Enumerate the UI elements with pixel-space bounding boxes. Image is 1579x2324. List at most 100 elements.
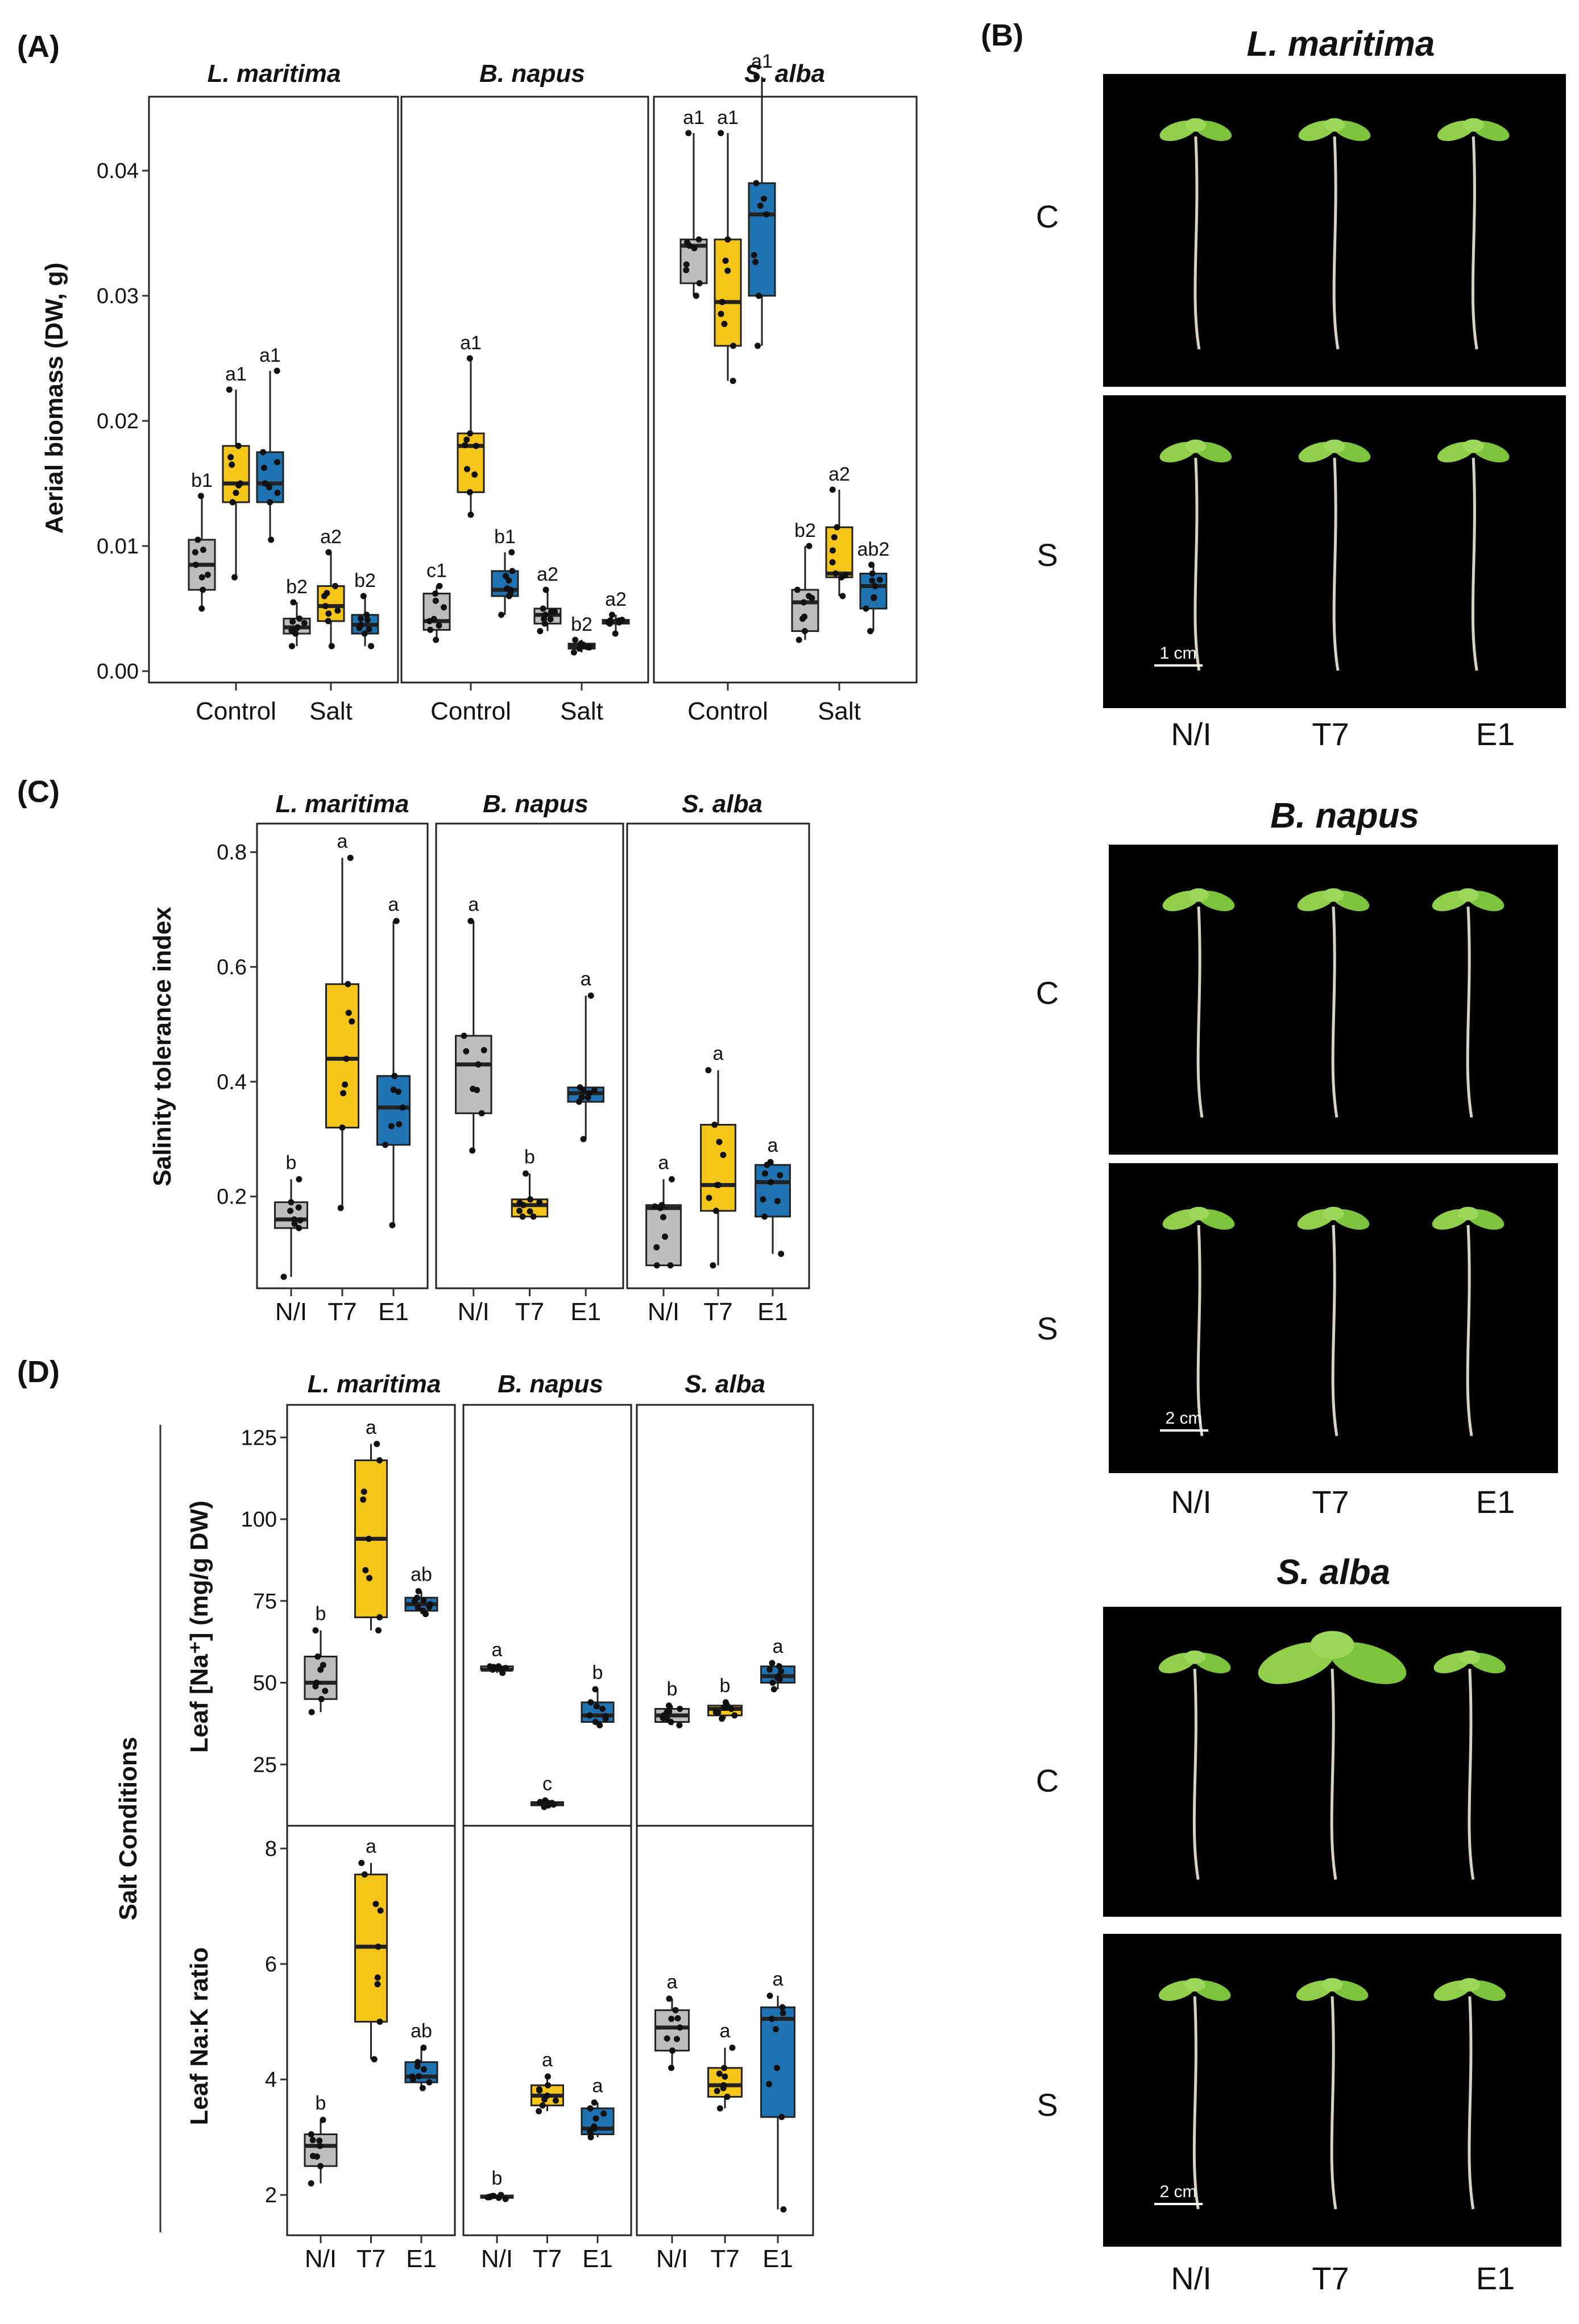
panel-a-box-1-5-sig-label: a2 — [605, 589, 627, 610]
panel-d-bottom-box-0-2-point — [414, 2063, 421, 2070]
panel-a-box-0-3-point — [293, 626, 300, 632]
scale-bar-label: 2 cm — [1159, 2182, 1196, 2201]
panel-a-box-2-1-point — [721, 321, 728, 327]
panel-a-ytick-label: 0.00 — [97, 660, 139, 684]
panel-a-box-0-5-point — [356, 625, 363, 631]
panel-a-box-2-2-point — [757, 202, 764, 209]
panel-c-box-1-2-point — [580, 1087, 587, 1094]
panel-a-box-2-3-point — [806, 543, 813, 549]
panel-d-bottom-box-1-0-point — [498, 2191, 504, 2198]
panel-a-box-0-5-point — [364, 617, 371, 623]
panel-a-box-2-2-point — [760, 196, 767, 202]
panel-d-bottom-box-0-1-sig-label: a — [366, 1835, 376, 1857]
panel-d-top-box-0-1-point — [366, 1536, 372, 1542]
panel-b-row-label: S — [1037, 2087, 1058, 2123]
seedling-root — [1471, 136, 1478, 350]
panel-c-xtick-label: T7 — [703, 1298, 732, 1326]
panel-a-box-1-1-point — [467, 430, 474, 437]
panel-a-box-0-0-point — [197, 493, 204, 499]
panel-b-col-label: T7 — [1312, 1484, 1349, 1520]
panel-d-top-box-1-2-point — [599, 1706, 606, 1712]
panel-a-facet-frame — [653, 96, 918, 684]
panel-a-ytick-label: 0.02 — [97, 410, 139, 433]
panel-a-ytick-label: 0.01 — [97, 535, 139, 559]
panel-c-box-0-0-point — [297, 1217, 304, 1224]
panel-d-top-box-1-2-point — [587, 1699, 594, 1706]
panel-d-top-box-0-0-point — [318, 1696, 325, 1702]
seedling-leaf — [1457, 1206, 1479, 1221]
panel-d-bottom-xtick-label: E1 — [762, 2245, 793, 2273]
seedling-leaf — [1323, 888, 1344, 902]
panel-b-photo-1-1: 2 cm — [1109, 1163, 1558, 1473]
panel-d-top-box-2-2-point — [769, 1680, 776, 1686]
panel-c-box-0-0-sig-label: b — [286, 1152, 297, 1173]
panel-a-box-2-3-point — [801, 599, 807, 606]
panel-a-box-0-2-point — [274, 459, 281, 466]
panel-d-top-box-1-0-sig-label: a — [492, 1639, 503, 1661]
panel-d-top-box-0-2-point — [426, 1603, 433, 1610]
panel-c-box-0-1-box — [325, 983, 359, 1129]
panel-c-box-2-1-point — [706, 1194, 712, 1201]
panel-a-x-salt-3: Salt — [818, 697, 861, 725]
panel-a-box-2-0-point — [693, 292, 699, 299]
panel-c-box-1-1-point — [516, 1208, 523, 1214]
panel-a-box-2-0-point — [691, 245, 698, 251]
panel-d-bottom-box-1-1-point — [536, 2108, 542, 2115]
panel-a-box-1-3-point — [547, 616, 554, 623]
panel-d-bottom-box-2-1-point — [714, 2087, 720, 2094]
panel-a-box-0-2-point — [261, 465, 268, 471]
panel-d-bottom-box-0-1-point — [377, 1907, 384, 1914]
panel-a-box-0-4-point — [328, 643, 335, 650]
panel-d-bottom-box-2-1-point — [724, 2094, 731, 2100]
panel-d-top-box-2-1-point — [722, 1699, 729, 1706]
panel-c-box-1-0-point — [469, 1147, 476, 1154]
panel-d-bottom-ytick-label: 4 — [265, 2068, 277, 2092]
seedling-root — [1331, 1225, 1338, 1437]
panel-b-row-label: C — [1036, 975, 1059, 1011]
panel-d-bottom-xtick-label: N/I — [656, 2245, 688, 2273]
panel-a-box-0-5-point — [366, 626, 372, 632]
panel-d-bottom-box-0-2-point — [409, 2076, 416, 2083]
panel-d-bottom-box-1-2-point — [587, 2128, 594, 2135]
panel-d-top-box-0-2-point — [420, 1597, 427, 1604]
panel-d-bottom-box-1-2-point — [587, 2105, 594, 2112]
panel-a-ylabel: Aerial biomass (DW, g) — [40, 263, 68, 534]
panel-d-top-box-2-0-point — [666, 1702, 673, 1709]
panel-a-box-0-0-point — [198, 574, 205, 581]
panel-a-box-2-3-point — [801, 628, 808, 635]
panel-a-box-1-1-point — [463, 466, 470, 473]
panel-a-box-0-3-point — [301, 619, 308, 626]
panel-d-bottom-box-1-1-point — [544, 2073, 551, 2080]
panel-d-bottom-box-2-2-point — [768, 2015, 775, 2022]
panel-d-bottom-box-0-1-point — [372, 1900, 379, 1907]
seedling-root — [1196, 1225, 1204, 1437]
panel-d-bottom-plot: b a ab N/I T7 E1 b a a N/I T7 E1 a a a N/I T7 E1 2 4 6 8 — [265, 1825, 814, 2273]
panel-d-bottom-box-0-2-point — [420, 2044, 427, 2051]
panel-a-box-0-0-point — [192, 561, 199, 568]
panel-c-box-2-0-sig-label: a — [658, 1152, 669, 1173]
panel-c-box-2-2-point — [778, 1251, 785, 1258]
panel-d-top-box-0-1-point — [376, 1457, 383, 1463]
panel-c-xtick-label: E1 — [757, 1298, 788, 1326]
panel-a-box-1-0-point — [433, 636, 440, 643]
panel-b-row-label: C — [1036, 199, 1059, 234]
panel-c-box-2-2-point — [774, 1198, 781, 1205]
panel-d-top-box-1-2-sig-label: b — [592, 1662, 603, 1684]
panel-d-bottom-box-2-1-sig-label: a — [720, 2020, 731, 2042]
panel-d-bottom-xtick-label: E1 — [406, 2245, 437, 2273]
panel-c-box-1-0-point — [463, 1048, 470, 1055]
panel-a-box-0-4-sig-label: a2 — [320, 526, 342, 548]
panel-d-bottom-box-1-1-point — [541, 2096, 548, 2103]
panel-a-box-2-3-point — [795, 636, 802, 643]
panel-a-box-1-1-point — [466, 489, 473, 495]
panel-b-photo-0-1: 1 cm — [1103, 395, 1566, 708]
panel-c-box-0-2-point — [389, 1222, 396, 1229]
panel-a-box-2-0-point — [696, 280, 703, 287]
panel-d-bottom-xtick-label: T7 — [710, 2245, 739, 2273]
panel-d-bottom-box-2-2-point — [778, 2114, 785, 2120]
panel-a-box-1-3-point — [552, 608, 558, 615]
panel-a-box-0-4-point — [322, 603, 329, 610]
panel-d-top-box-0-0-point — [322, 1688, 329, 1694]
panel-d-bottom-box-2-1-point — [716, 2070, 723, 2077]
panel-c-species-salba: S. alba — [682, 790, 762, 818]
